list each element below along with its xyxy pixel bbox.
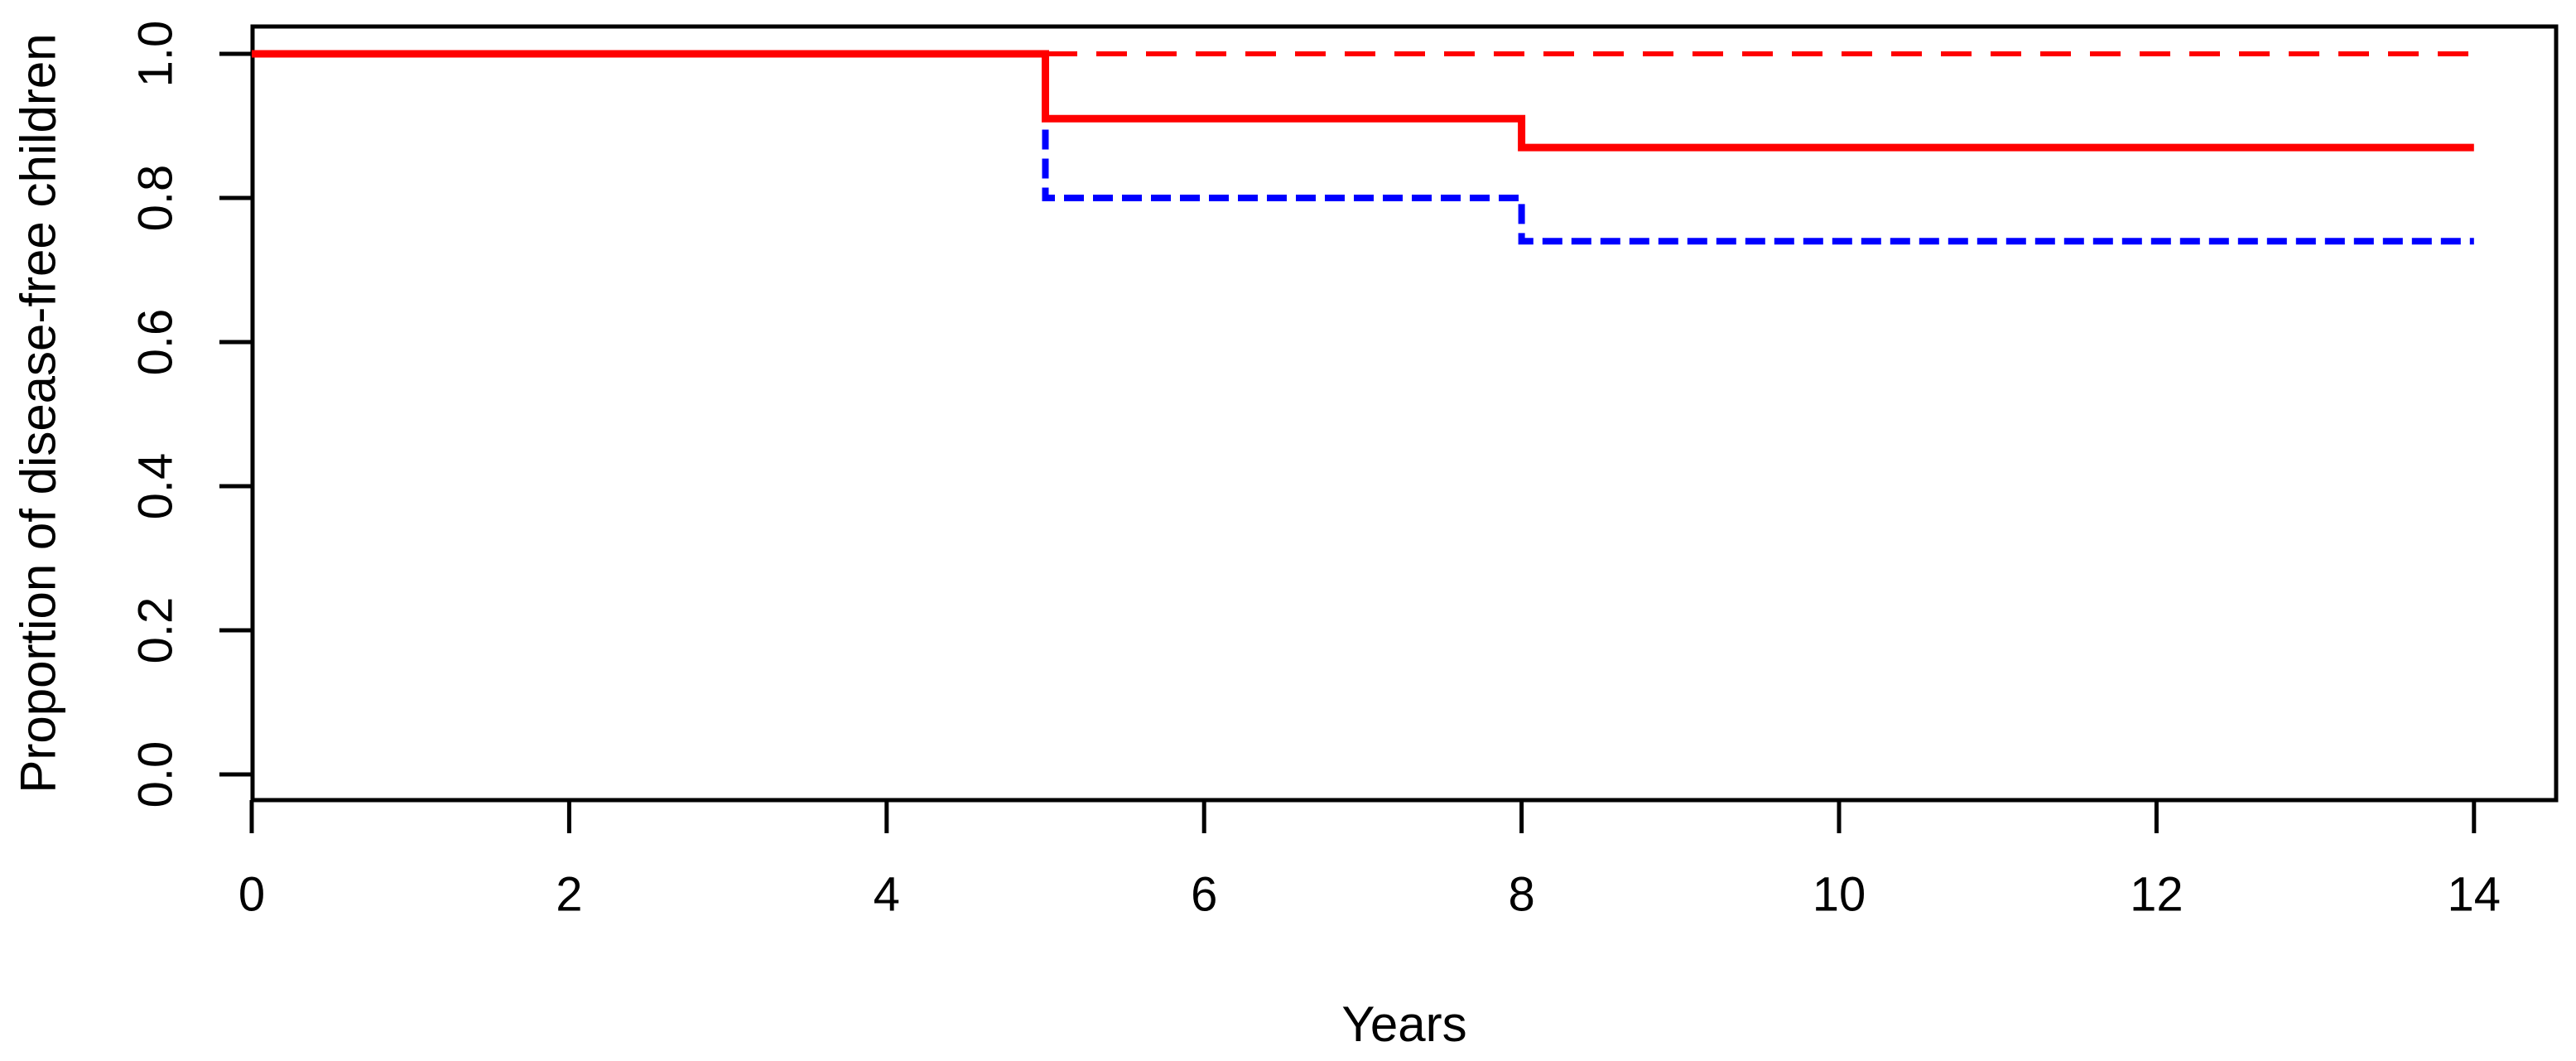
- x-axis: 0 2 4 6 8 10 12 14: [238, 800, 2501, 922]
- x-tick-label: 0: [238, 868, 265, 922]
- x-tick-label: 8: [1508, 868, 1534, 922]
- y-tick-label: 1.0: [129, 21, 183, 88]
- x-tick-label: 12: [2130, 868, 2184, 922]
- y-axis: 0.0 0.2 0.4 0.6 0.8 1.0: [129, 21, 253, 808]
- y-tick-label: 0.4: [129, 453, 183, 520]
- x-tick-label: 2: [556, 868, 582, 922]
- x-tick-label: 10: [1813, 868, 1866, 922]
- y-tick-label: 0.2: [129, 597, 183, 664]
- plot-box: [250, 24, 2559, 803]
- x-tick-label: 6: [1191, 868, 1217, 922]
- x-tick-label: 14: [2448, 868, 2501, 922]
- x-axis-title: Years: [1341, 996, 1467, 1052]
- red-solid-curve: [252, 50, 2474, 152]
- y-tick-label: 0.6: [129, 309, 183, 376]
- y-axis-title: Proportion of disease-free children: [10, 33, 66, 793]
- survival-curves: [252, 50, 2474, 245]
- y-tick-label: 0.8: [129, 165, 183, 232]
- y-tick-label: 0.0: [129, 741, 183, 808]
- x-tick-label: 4: [874, 868, 900, 922]
- blue-dashed-curve: [252, 51, 2474, 245]
